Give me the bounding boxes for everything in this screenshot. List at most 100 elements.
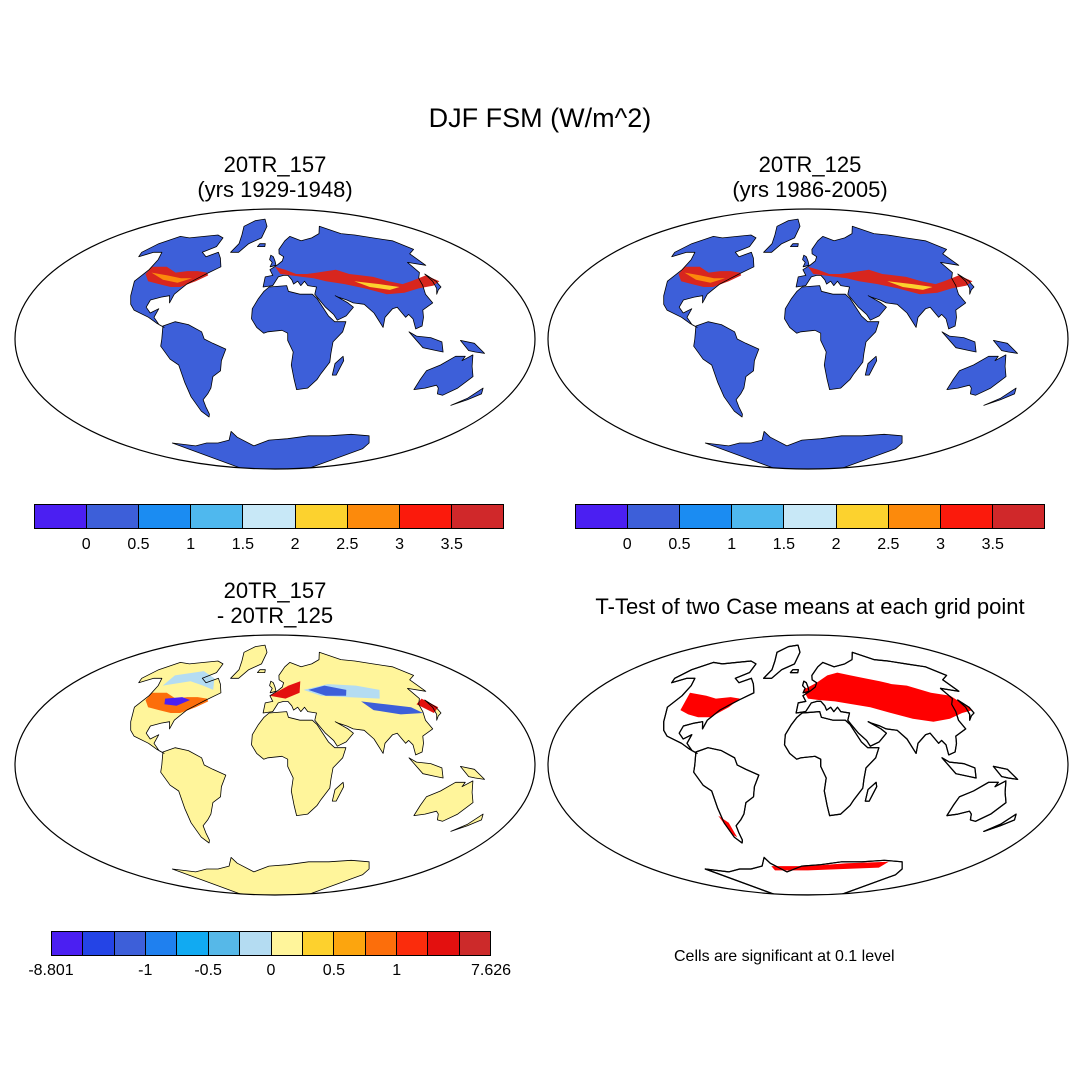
colorbar-swatch	[295, 505, 348, 528]
colorbar-tick-label: 2	[831, 536, 841, 553]
coastline-uk	[269, 680, 277, 694]
coastline-australia	[946, 354, 1007, 396]
colorbar-swatch	[836, 505, 889, 528]
land-africa	[251, 711, 346, 816]
land-australia	[413, 354, 473, 396]
coastline-iceland	[789, 669, 799, 674]
colorbar-swatch	[35, 505, 88, 528]
coastline-japan	[424, 273, 442, 295]
land-greenland	[763, 219, 800, 253]
colorbar-tick-label: 3	[936, 536, 945, 553]
coastline-newGuinea	[460, 340, 485, 354]
coastline-uk	[802, 680, 810, 694]
land-newZealand	[450, 388, 484, 406]
diff-region-negative-east-asia	[361, 701, 424, 715]
map-border	[547, 634, 1069, 896]
colorbar-swatch	[208, 932, 241, 955]
colorbar-tick-label: 3.5	[981, 536, 1004, 553]
significance-note: Cells are significant at 0.1 level	[674, 948, 895, 965]
coastline-uk	[802, 254, 810, 268]
colorbar-difference	[51, 931, 491, 956]
coastline-indonesia	[408, 757, 444, 779]
colorbar-tick-label: 2	[290, 536, 300, 553]
coastline-newGuinea	[992, 765, 1019, 780]
coastline-eurasia	[262, 225, 434, 330]
colorbar-swatch	[87, 505, 140, 528]
map-difference	[14, 634, 536, 896]
diff-region-negative-asia	[308, 685, 347, 696]
colorbar-tick-label: 2.5	[336, 536, 359, 553]
colorbar-tick-label: 0	[622, 536, 632, 553]
coastline-eurasia	[795, 651, 967, 756]
colorbar-swatch	[83, 932, 115, 955]
coastline-southAmerica	[160, 747, 227, 844]
snow-region-low	[887, 281, 933, 290]
colorbar-tick-label: 2.5	[877, 536, 900, 553]
coastline-japan	[957, 273, 975, 295]
map-20TR-125-mean	[547, 208, 1069, 470]
coastline-greenland	[763, 644, 801, 679]
colorbar-tick-label: 1	[392, 962, 402, 979]
land-indonesia	[942, 331, 977, 352]
coastline-antarctica	[704, 431, 903, 469]
land-newGuinea	[993, 340, 1018, 354]
coastline-africa	[783, 711, 880, 817]
colorbar-swatch	[992, 505, 1044, 528]
colorbar-mean-1	[34, 504, 504, 529]
land-madagascar	[332, 782, 344, 802]
panel-2-title-line1: 20TR_125	[758, 152, 862, 177]
coastline-antarctica	[171, 857, 370, 895]
land-newGuinea	[460, 340, 485, 354]
colorbar-mean-2-labels: 0 0.5 1 1.5 2 2.5 3 3.5	[575, 536, 1045, 556]
land-madagascar	[332, 356, 344, 376]
colorbar-swatch	[399, 505, 452, 528]
land-africa	[784, 285, 879, 390]
land-uk	[802, 255, 809, 267]
land-uk	[269, 255, 276, 267]
map-border	[547, 208, 1069, 470]
map-20TR-157-mean	[14, 208, 536, 470]
coastline-indonesia	[941, 757, 977, 779]
coastline-japan	[957, 699, 975, 721]
coastline-newZealand	[983, 387, 1017, 406]
significant-region-north-america	[680, 692, 740, 718]
coastline-greenland	[763, 218, 801, 253]
colorbar-swatch	[114, 932, 147, 955]
coastline-eurasia	[262, 651, 434, 756]
panel-2-title-line2: (yrs 1986-2005)	[732, 177, 888, 202]
colorbar-swatch	[576, 505, 629, 528]
colorbar-tick-label: 7.626	[470, 962, 512, 979]
panel-3-title-line2: - 20TR_125	[216, 603, 334, 628]
coastline-northAmerica	[130, 234, 224, 328]
panel-2-title: 20TR_125 (yrs 1986-2005)	[680, 152, 940, 202]
snow-region-low	[354, 281, 400, 290]
map-border	[14, 634, 536, 896]
colorbar-swatch	[396, 932, 429, 955]
map-content	[663, 644, 1019, 895]
snow-region-mid	[684, 272, 726, 283]
colorbar-swatch	[334, 932, 366, 955]
coastline-northAmerica	[130, 660, 224, 754]
land-australia	[946, 354, 1006, 396]
coastline-uk	[269, 254, 277, 268]
colorbar-swatch	[680, 505, 733, 528]
map-content	[663, 218, 1018, 469]
map-border	[14, 208, 536, 470]
coastline-madagascar	[331, 355, 345, 376]
colorbar-swatch	[784, 505, 837, 528]
coastline-newZealand	[450, 387, 484, 406]
coastline-southAmerica	[693, 321, 760, 418]
colorbar-swatch	[240, 932, 272, 955]
colorbar-tick-label: 1	[186, 536, 196, 553]
colorbar-swatch	[451, 505, 503, 528]
colorbar-tick-label: 0	[266, 962, 276, 979]
significant-region-antarctica	[771, 861, 889, 871]
colorbar-swatch	[146, 932, 178, 955]
colorbar-swatch	[302, 932, 335, 955]
colorbar-tick-label: -0.5	[194, 962, 222, 979]
land-newZealand	[450, 814, 484, 832]
land-newGuinea	[460, 766, 485, 780]
map-ttest-significance	[547, 634, 1069, 896]
land-antarctica	[705, 431, 903, 469]
land-southAmerica	[160, 747, 226, 843]
